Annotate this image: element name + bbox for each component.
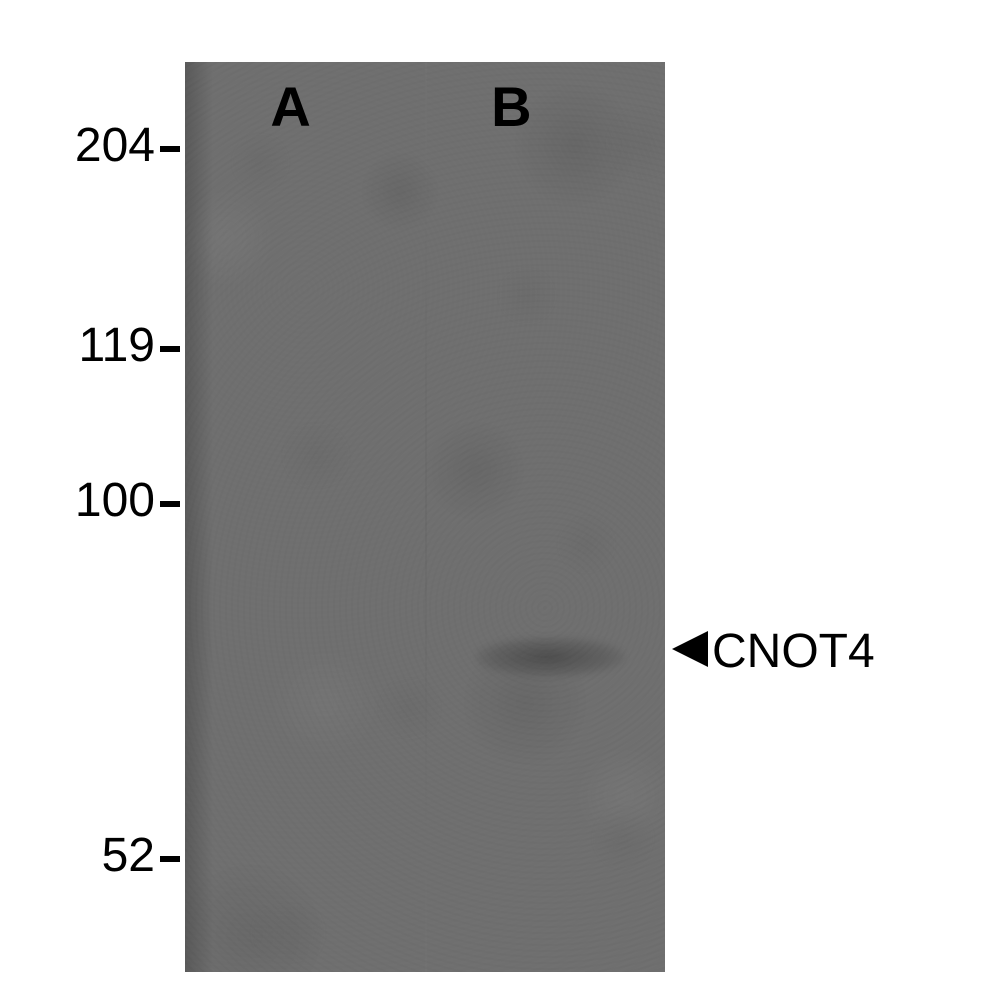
marker-100: 100 [75,473,155,528]
blot-artifact [377,681,442,736]
blot-artifact [607,108,665,178]
target-cnot4-label: CNOT4 [670,624,875,679]
blot-membrane: A B [185,62,665,972]
marker-119-dash [160,346,180,352]
arrow-left-icon [670,629,710,674]
blot-artifact [593,808,653,868]
lane-divider [425,62,427,972]
target-label-text: CNOT4 [712,624,875,679]
blot-artifact [233,135,288,190]
marker-204: 204 [75,118,155,173]
lane-label-a: A [270,74,310,139]
blot-artifact [497,271,557,321]
blot-artifact [281,426,351,486]
marker-204-dash [160,146,180,152]
marker-52-dash [160,856,180,862]
western-blot-figure: A B 204 119 100 52 CNOT4 [0,0,1000,1000]
lane-label-b: B [491,74,531,139]
blot-artifact [559,517,614,572]
marker-119: 119 [78,318,155,373]
band-cnot4-laneB [475,637,625,677]
marker-100-dash [160,501,180,507]
blot-left-edge-shadow [185,62,213,972]
marker-52: 52 [102,828,155,883]
blot-artifact [243,908,333,958]
